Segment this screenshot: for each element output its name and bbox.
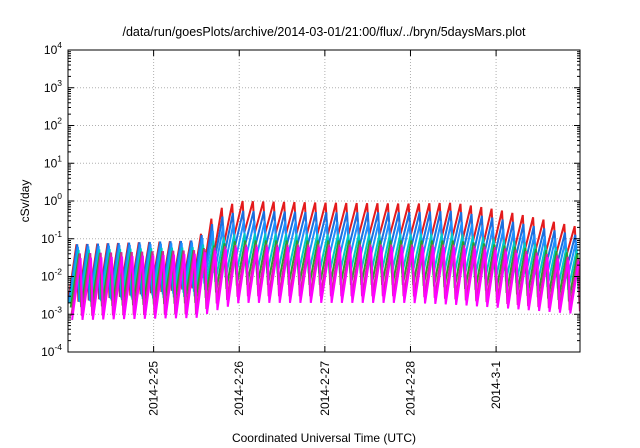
x-tick-label: 2014-2-26 (232, 361, 246, 416)
series-lines (68, 200, 580, 321)
x-tick-label: 2014-2-27 (318, 361, 332, 416)
plot-frame (67, 49, 581, 353)
y-tick-label: 100 (44, 191, 62, 208)
x-tick-labels: 2014-2-25 2014-2-26 2014-2-27 2014-2-28 2014… (147, 361, 503, 416)
y-tick-label: 10-4 (41, 342, 62, 359)
y-tick-labels: 10-4 10-3 10-2 10-1 100 101 102 103 104 (41, 40, 62, 359)
y-axis-label: cSv/day (18, 180, 32, 223)
y-tick-label: 103 (44, 78, 62, 95)
x-tick-label: 2014-2-28 (403, 361, 417, 416)
chart-title: /data/run/goesPlots/archive/2014-03-01/2… (122, 25, 526, 39)
y-tick-label: 10-3 (41, 304, 62, 321)
series-line (71, 246, 580, 321)
y-tick-label: 10-2 (41, 267, 62, 284)
x-axis-label: Coordinated Universal Time (UTC) (232, 431, 416, 445)
x-tick-label: 2014-3-1 (489, 361, 503, 409)
x-tick-label: 2014-2-25 (147, 361, 161, 416)
y-tick-label: 104 (44, 40, 62, 57)
y-tick-label: 10-1 (41, 229, 62, 246)
y-tick-label: 102 (44, 116, 62, 133)
y-tick-label: 101 (44, 153, 62, 170)
